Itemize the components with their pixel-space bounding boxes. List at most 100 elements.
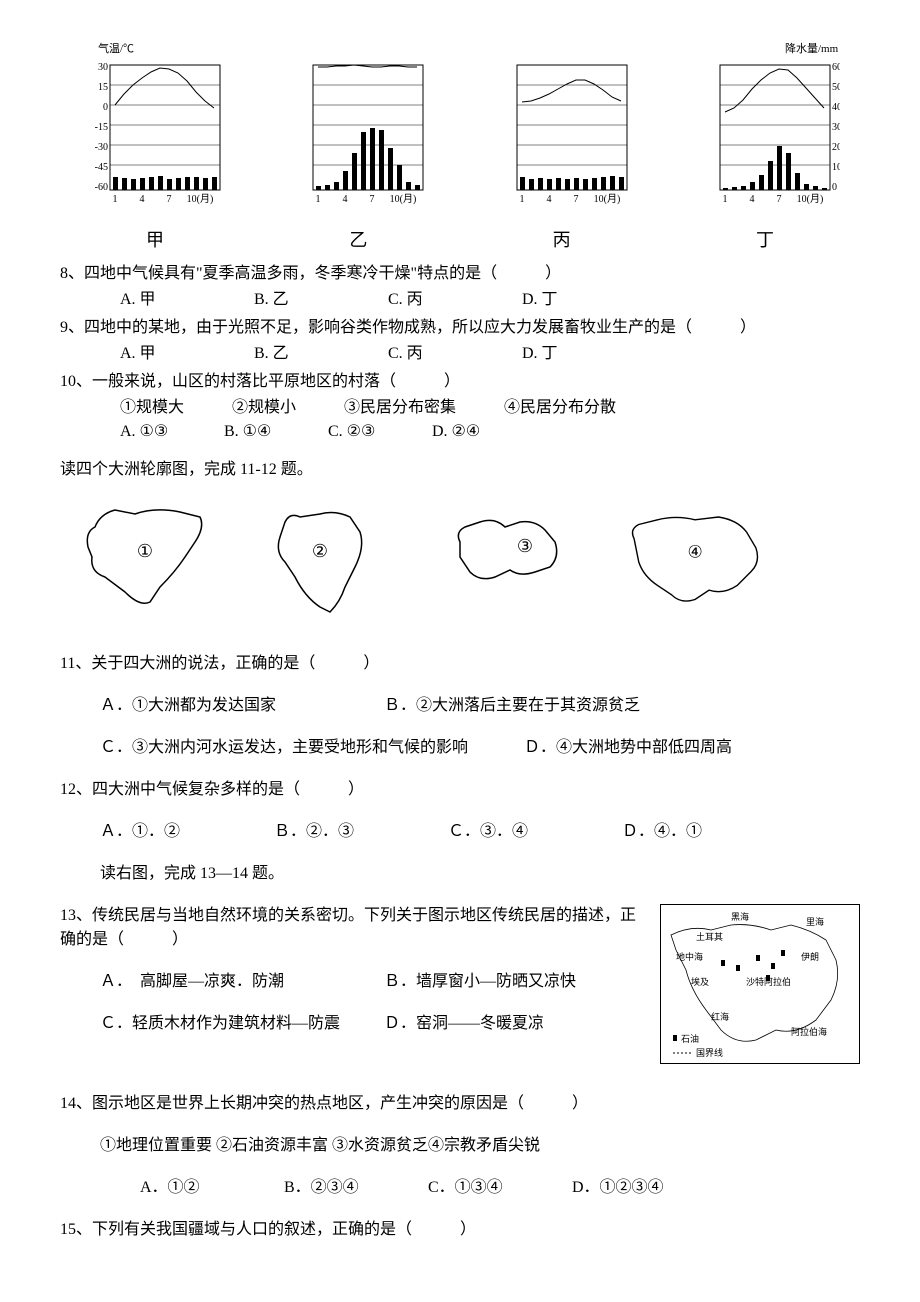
chart-jia: 气温/℃ 30150 -15-30-45-60 <box>80 40 230 254</box>
svg-text:埃及: 埃及 <box>691 976 709 987</box>
svg-text:10(月): 10(月) <box>390 193 417 205</box>
q9-options: A. 甲 B. 乙 C. 丙 D. 丁 <box>60 342 860 366</box>
svg-text:阿拉伯海: 阿拉伯海 <box>791 1026 827 1037</box>
svg-text:0: 0 <box>832 182 837 193</box>
svg-text:600: 600 <box>832 62 840 73</box>
svg-text:100: 100 <box>832 162 840 173</box>
q8-opt-d: D. 丁 <box>522 288 558 312</box>
question-9: 9、四地中的某地，由于光照不足，影响谷类作物成熟，所以应大力发展畜牧业生产的是（… <box>60 316 860 366</box>
question-14: 14、图示地区是世界上长期冲突的热点地区，产生冲突的原因是（ ） <box>60 1092 860 1116</box>
chart-ding-svg: 降水量/mm 600500400 3002001000 14710(月) <box>690 40 840 225</box>
q14-opt-a: A．①② <box>140 1176 280 1200</box>
q11-opt-d: Ｄ．④大洲地势中部低四周高 <box>524 736 732 760</box>
q10-text: 10、一般来说，山区的村落比平原地区的村落（ ） <box>60 370 860 394</box>
q11-options-row2: Ｃ．③大洲内河水运发达，主要受地形和气候的影响 Ｄ．④大洲地势中部低四周高 <box>100 736 860 760</box>
question-8: 8、四地中气候具有"夏季高温多雨，冬季寒冷干燥"特点的是（ ） A. 甲 B. … <box>60 262 860 312</box>
chart-label-jia: 甲 <box>146 227 164 254</box>
q12-text: 12、四大洲中气候复杂多样的是（ ） <box>60 778 860 802</box>
q8-opt-c: C. 丙 <box>388 288 518 312</box>
chart-jia-svg: 气温/℃ 30150 -15-30-45-60 <box>80 40 230 225</box>
q14-text: 14、图示地区是世界上长期冲突的热点地区，产生冲突的原因是（ ） <box>60 1092 860 1116</box>
svg-text:4: 4 <box>546 194 551 205</box>
svg-text:7: 7 <box>776 194 781 205</box>
svg-text:7: 7 <box>167 194 172 205</box>
continent-outlines: ① ② ③ ④ <box>80 502 860 622</box>
q8-opt-a: A. 甲 <box>120 288 250 312</box>
q13-opt-d: Ｄ．窑洞——冬暖夏凉 <box>384 1012 544 1036</box>
q10-options: A. ①③ B. ①④ C. ②③ D. ②④ <box>60 420 860 444</box>
section-note-map: 读右图，完成 13—14 题。 <box>100 862 860 886</box>
q15-text: 15、下列有关我国疆域与人口的叙述，正确的是（ ） <box>60 1218 860 1242</box>
continent-4: ④ <box>620 502 770 622</box>
question-15: 15、下列有关我国疆域与人口的叙述，正确的是（ ） <box>60 1218 860 1242</box>
svg-text:0: 0 <box>103 102 108 113</box>
svg-text:1: 1 <box>519 194 524 205</box>
q10-opt-d: D. ②④ <box>432 420 480 444</box>
chart-bing-svg: 1 4 7 10(月) <box>487 40 637 225</box>
svg-text:10(月): 10(月) <box>593 193 620 205</box>
svg-text:1: 1 <box>722 194 727 205</box>
q14-opt-c: C．①③④ <box>428 1176 568 1200</box>
svg-text:500: 500 <box>832 82 840 93</box>
q14-options: A．①② B．②③④ C．①③④ D．①②③④ <box>140 1176 860 1200</box>
q11-opt-a: Ａ．①大洲都为发达国家 <box>100 694 380 718</box>
chart-label-bing: 丙 <box>553 227 571 254</box>
question-11: 11、关于四大洲的说法，正确的是（ ） <box>60 652 860 676</box>
chart-bing: 1 4 7 10(月) 丙 <box>487 40 637 254</box>
question-12: 12、四大洲中气候复杂多样的是（ ） <box>60 778 860 802</box>
q9-opt-b: B. 乙 <box>254 342 384 366</box>
continent-2: ② <box>260 502 410 622</box>
svg-text:土耳其: 土耳其 <box>696 931 723 942</box>
svg-text:黑海: 黑海 <box>731 911 749 922</box>
svg-text:200: 200 <box>832 142 840 153</box>
q13-opt-a: Ａ． 高脚屋—凉爽．防潮 <box>100 970 380 994</box>
svg-text:4: 4 <box>140 194 145 205</box>
section-note-continents: 读四个大洲轮廓图，完成 11-12 题。 <box>60 458 860 482</box>
q10-items: ①规模大 ②规模小 ③民居分布密集 ④民居分布分散 <box>60 396 860 420</box>
chart-label-yi: 乙 <box>349 227 367 254</box>
q9-text: 9、四地中的某地，由于光照不足，影响谷类作物成熟，所以应大力发展畜牧业生产的是（… <box>60 316 860 340</box>
svg-text:1: 1 <box>316 194 321 205</box>
q9-opt-a: A. 甲 <box>120 342 250 366</box>
svg-text:4: 4 <box>749 194 754 205</box>
q10-opt-a: A. ①③ <box>120 420 220 444</box>
q11-text: 11、关于四大洲的说法，正确的是（ ） <box>60 652 860 676</box>
svg-text:30: 30 <box>98 62 108 73</box>
svg-text:-60: -60 <box>95 182 108 193</box>
continent-1: ① <box>80 502 230 622</box>
svg-text:里海: 里海 <box>806 916 824 927</box>
climate-charts-row: 气温/℃ 30150 -15-30-45-60 <box>60 40 860 254</box>
middle-east-map: 黑海 里海 土耳其 地中海 伊朗 埃及 沙特阿拉伯 红海 阿拉伯海 石油 国界线 <box>660 904 860 1064</box>
question-10: 10、一般来说，山区的村落比平原地区的村落（ ） ①规模大 ②规模小 ③民居分布… <box>60 370 860 444</box>
q11-options-row1: Ａ．①大洲都为发达国家 Ｂ．②大洲落后主要在于其资源贫乏 <box>100 694 860 718</box>
q12-options: Ａ．①．② Ｂ．②．③ Ｃ．③．④ Ｄ．④．① <box>100 820 860 844</box>
svg-text:10(月): 10(月) <box>187 193 214 205</box>
svg-text:7: 7 <box>573 194 578 205</box>
q14-opt-d: D．①②③④ <box>572 1176 664 1200</box>
svg-text:300: 300 <box>832 122 840 133</box>
continent-3: ③ <box>440 502 590 622</box>
svg-text:7: 7 <box>370 194 375 205</box>
svg-text:4: 4 <box>343 194 348 205</box>
q11-opt-b: Ｂ．②大洲落后主要在于其资源贫乏 <box>384 694 640 718</box>
continent-label-1: ① <box>137 541 153 561</box>
q9-opt-c: C. 丙 <box>388 342 518 366</box>
q13-opt-b: Ｂ．墙厚窗小—防晒又凉快 <box>384 970 576 994</box>
svg-text:10(月): 10(月) <box>797 193 824 205</box>
svg-text:400: 400 <box>832 102 840 113</box>
q14-items: ①地理位置重要 ②石油资源丰富 ③水资源贫乏④宗教矛盾尖锐 <box>100 1134 860 1158</box>
q9-opt-d: D. 丁 <box>522 342 558 366</box>
svg-text:-30: -30 <box>95 142 108 153</box>
svg-text:石油: 石油 <box>681 1033 699 1044</box>
q11-opt-c: Ｃ．③大洲内河水运发达，主要受地形和气候的影响 <box>100 736 520 760</box>
chart-yi: 1 4 7 10(月) 乙 <box>283 40 433 254</box>
continent-label-4: ④ <box>687 542 702 561</box>
q10-opt-c: C. ②③ <box>328 420 428 444</box>
svg-text:地中海: 地中海 <box>676 951 703 962</box>
axis-left-label: 气温/℃ <box>98 41 134 55</box>
chart-label-ding: 丁 <box>756 227 774 254</box>
q14-opt-b: B．②③④ <box>284 1176 424 1200</box>
svg-text:伊朗: 伊朗 <box>801 951 819 962</box>
svg-text:红海: 红海 <box>711 1011 729 1022</box>
q12-opt-a: Ａ．①．② <box>100 820 270 844</box>
